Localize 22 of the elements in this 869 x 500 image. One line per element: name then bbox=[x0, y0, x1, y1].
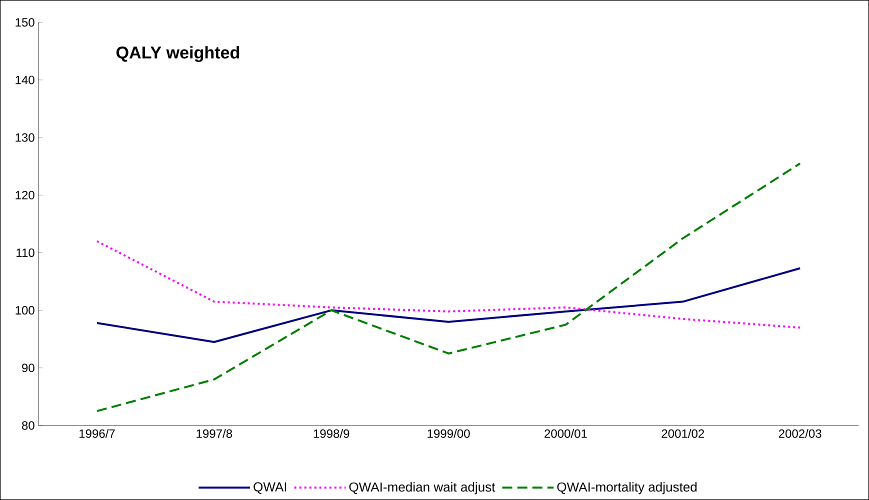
x-tick-label: 1997/8 bbox=[196, 429, 232, 438]
y-tick-label: 130 bbox=[16, 133, 34, 142]
legend-label: QWAI-median wait adjust bbox=[349, 482, 496, 494]
line-series bbox=[96, 267, 802, 343]
y-tick-label: 100 bbox=[16, 306, 34, 315]
y-tick-label: 110 bbox=[16, 248, 34, 257]
x-tick-label: 2000/01 bbox=[544, 429, 587, 438]
x-tick-label: 2001/02 bbox=[662, 429, 704, 438]
text: QALY weighted bbox=[116, 46, 240, 62]
y-tick-label: 80 bbox=[22, 421, 34, 430]
y-tick-label: 140 bbox=[16, 76, 34, 84]
line-series bbox=[96, 240, 802, 329]
x-tick-label: 1999/00 bbox=[428, 429, 470, 438]
x-tick-label: 2002/03 bbox=[778, 429, 822, 438]
line-series bbox=[96, 162, 802, 412]
x-tick-label: 1998/9 bbox=[314, 429, 350, 438]
legend-label: QWAI-mortality adjusted bbox=[557, 482, 697, 494]
y-tick-label: 150 bbox=[16, 18, 34, 27]
y-tick-label: 90 bbox=[22, 364, 34, 372]
x-tick-label: 1996/7 bbox=[80, 429, 115, 438]
legend-label: QWAI bbox=[254, 482, 286, 494]
y-tick-label: 120 bbox=[16, 190, 34, 200]
